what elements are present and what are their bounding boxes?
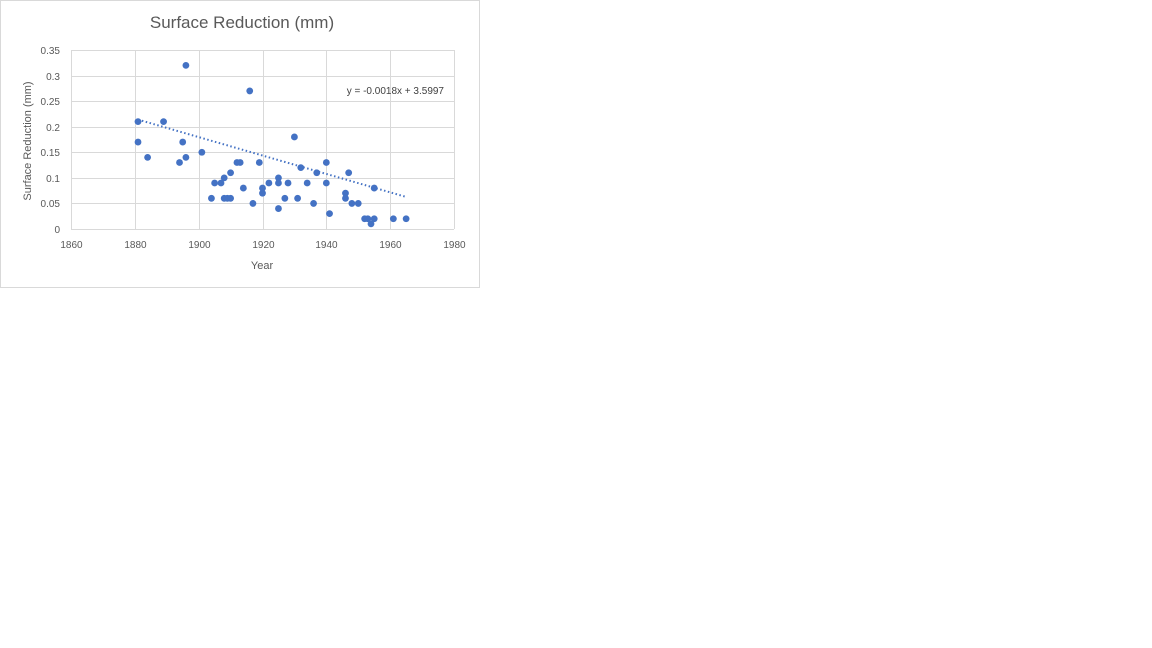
data-point: [239, 184, 247, 192]
data-point: [294, 194, 302, 202]
chart-title: Surface Reduction (mm): [150, 13, 334, 32]
data-point: [182, 154, 190, 161]
trendline: [137, 118, 407, 198]
data-point: [265, 179, 273, 187]
scatter-chart: Surface Reduction (mm) 0 0.05 0.1 0.15 0.2 0.…: [22, 13, 466, 272]
data-point: [246, 87, 254, 95]
data-point: [275, 179, 282, 187]
data-point: [326, 210, 333, 218]
data-point: [291, 133, 298, 141]
data-point: [364, 215, 372, 223]
data-point: [342, 189, 349, 197]
x-tick-label: 1900: [188, 240, 211, 251]
x-tick-label: 1960: [379, 240, 402, 251]
data-point: [370, 184, 378, 192]
x-tick-label: 1880: [124, 240, 147, 251]
x-tick-labels: 1860 1880 1900 1920 1940 1960 1980: [60, 240, 466, 251]
y-tick-label: 0.3: [46, 72, 60, 83]
data-point: [208, 194, 215, 202]
data-point: [275, 205, 282, 212]
y-axis-title: Surface Reduction (mm): [22, 81, 34, 200]
y-tick-label: 0.25: [41, 97, 61, 108]
data-point: [322, 159, 330, 166]
y-tick-label: 0.15: [41, 148, 61, 159]
trendline-group: [137, 118, 407, 198]
y-tick-label: 0.2: [46, 123, 60, 134]
data-point: [389, 215, 397, 223]
data-point: [259, 184, 266, 192]
x-tick-label: 1980: [443, 240, 466, 251]
gridlines: [71, 50, 455, 230]
data-point: [313, 169, 321, 177]
data-point: [217, 179, 225, 187]
data-points: [134, 61, 410, 228]
data-point: [236, 159, 244, 166]
data-point: [370, 215, 378, 223]
data-point: [134, 118, 142, 125]
data-point: [227, 194, 234, 202]
y-tick-labels: 0 0.05 0.1 0.15 0.2 0.25 0.3 0.35: [41, 46, 61, 236]
data-point: [354, 200, 362, 207]
data-point: [275, 174, 282, 182]
data-point: [322, 179, 330, 187]
y-tick-label: 0: [54, 225, 60, 236]
data-point: [348, 200, 356, 207]
data-point: [259, 189, 266, 197]
data-point: [367, 220, 375, 228]
trendline-equation: y = -0.0018x + 3.5997: [347, 86, 445, 97]
data-point: [182, 61, 190, 69]
chart-area: Surface Reduction (mm) 0 0.05 0.1 0.15 0.2 0.…: [0, 0, 480, 288]
data-point: [220, 174, 228, 182]
x-tick-label: 1920: [252, 240, 275, 251]
data-point: [281, 194, 289, 202]
data-point: [176, 159, 183, 166]
x-tick-label: 1860: [60, 240, 83, 251]
data-point: [227, 169, 234, 177]
data-point: [198, 148, 206, 156]
data-point: [297, 164, 305, 172]
data-point: [249, 200, 257, 207]
x-tick-label: 1940: [315, 240, 338, 251]
data-point: [255, 159, 263, 166]
y-tick-label: 0.1: [46, 174, 60, 185]
data-point: [211, 179, 219, 187]
data-point: [179, 138, 187, 146]
data-point: [160, 118, 167, 125]
data-point: [310, 200, 317, 207]
data-point: [342, 194, 349, 202]
data-point: [345, 169, 353, 177]
data-point: [284, 179, 292, 187]
data-point: [303, 179, 311, 187]
y-tick-label: 0.05: [41, 199, 61, 210]
data-point: [134, 138, 142, 146]
y-tick-label: 0.35: [41, 46, 61, 57]
data-point: [402, 215, 410, 223]
data-point: [144, 154, 152, 161]
x-axis-title: Year: [251, 260, 274, 272]
